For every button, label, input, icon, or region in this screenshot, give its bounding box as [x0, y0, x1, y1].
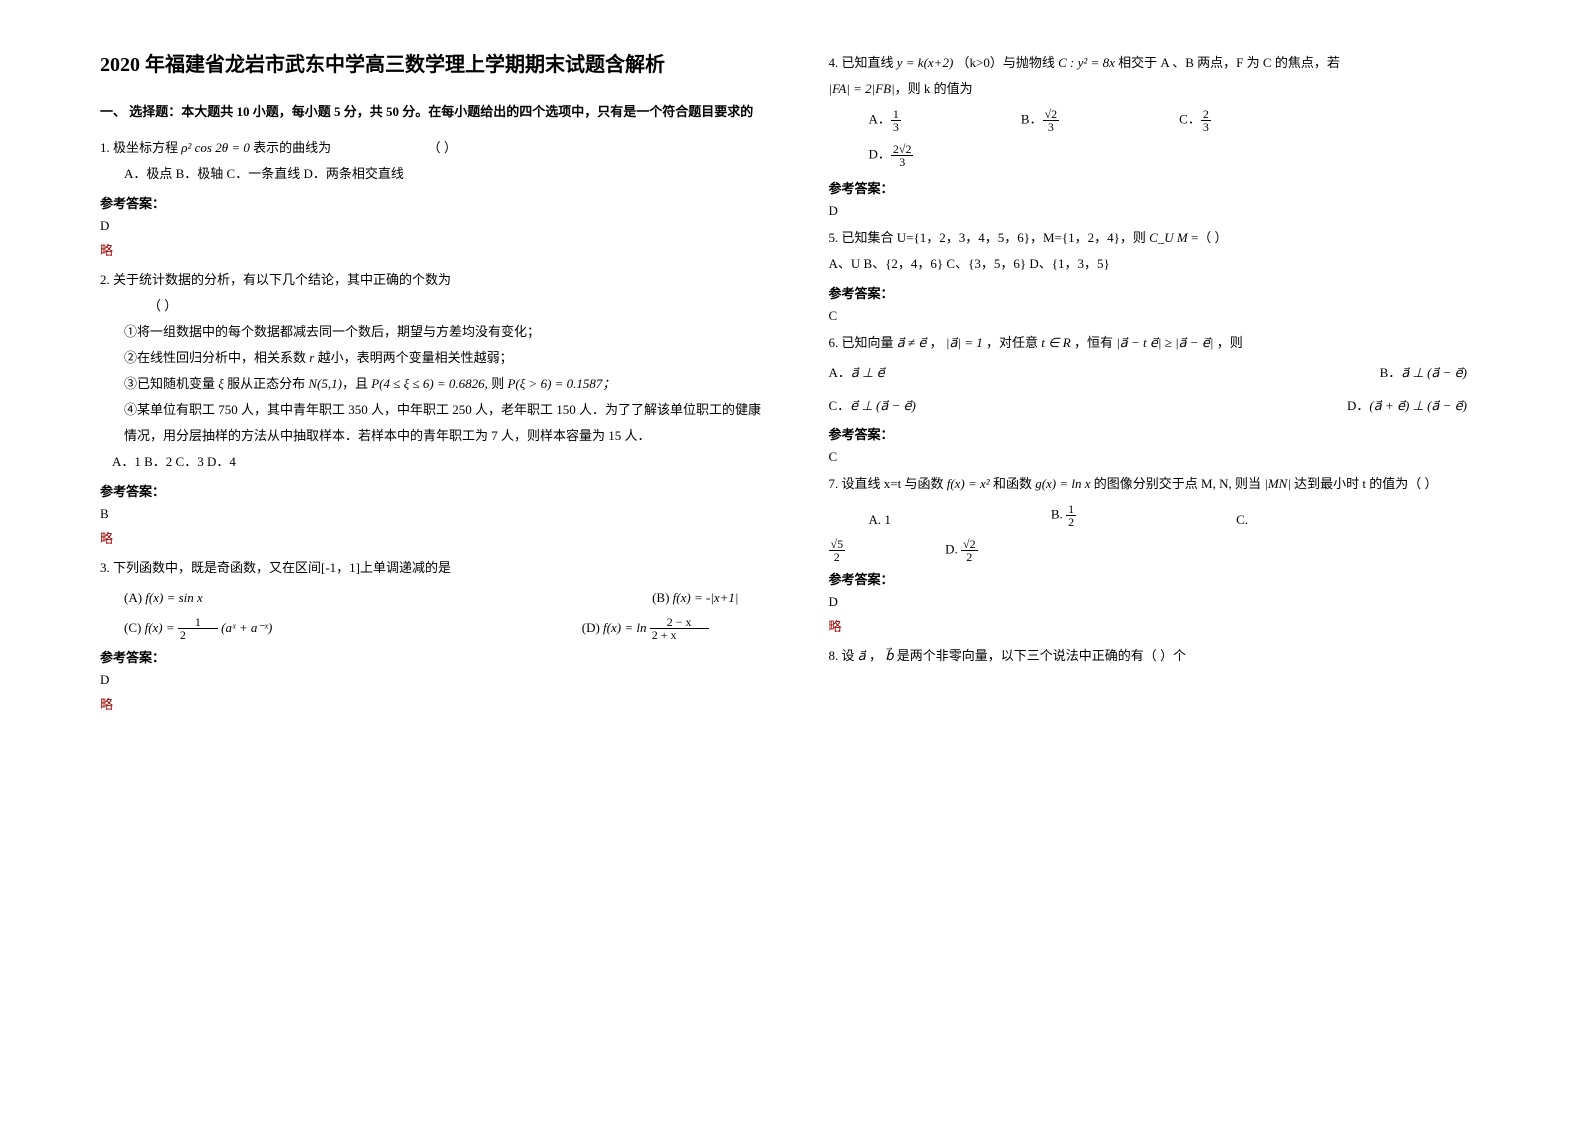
q4-answer: D: [829, 203, 1498, 219]
q3-note: 略: [100, 694, 769, 713]
q6-answer-label: 参考答案：: [829, 424, 1498, 443]
q6-optB: B．a⃗ ⊥ (a⃗ − e⃗): [1380, 362, 1467, 381]
q7-answer-label: 参考答案：: [829, 569, 1498, 588]
q4-answer-label: 参考答案：: [829, 178, 1498, 197]
q7-optC: √52: [829, 538, 846, 563]
question-3: 3. 下列函数中，既是奇函数，又在区间[-1，1]上单调递减的是 (A) f(x…: [100, 555, 769, 642]
q5-answer: C: [829, 308, 1498, 324]
q1-stem-suffix: 表示的曲线为: [253, 140, 331, 155]
q2-s2: ②在线性回归分析中，相关系数 r 越小，表明两个变量相关性越弱；: [100, 345, 769, 371]
q2-paren: （ ）: [100, 293, 769, 319]
q6-row1: A．a⃗ ⊥ e⃗ B．a⃗ ⊥ (a⃗ − e⃗): [829, 362, 1498, 381]
q7-optA: A. 1: [869, 512, 891, 528]
q7-optD: D. √22: [945, 538, 977, 563]
q1-note: 略: [100, 240, 769, 259]
q7-row1: A. 1 B. 12 C.: [869, 503, 1498, 528]
q2-answer-label: 参考答案：: [100, 481, 769, 500]
q5-options: A、U B、{2，4，6} C、{3，5，6} D、{1，3，5}: [829, 251, 1498, 277]
q2-s1: ①将一组数据中的每个数据都减去同一个数后，期望与方差均没有变化；: [100, 319, 769, 345]
q3-optC: (C) f(x) = 12 (aˣ + a⁻ˣ): [124, 615, 272, 642]
q3-answer-label: 参考答案：: [100, 647, 769, 666]
q3-stem: 3. 下列函数中，既是奇函数，又在区间[-1，1]上单调递减的是: [100, 555, 769, 581]
q1-options: A．极点 B．极轴 C．一条直线 D．两条相交直线: [100, 161, 769, 187]
q2-answer: B: [100, 506, 769, 522]
q3-optA: (A) f(x) = sin x: [124, 585, 203, 611]
q4-optD: D．2√23: [869, 143, 914, 168]
q7-note: 略: [829, 616, 1498, 635]
q6-answer: C: [829, 449, 1498, 465]
q3-row1: (A) f(x) = sin x (B) f(x) = -|x+1|: [124, 585, 769, 611]
question-1: 1. 极坐标方程 ρ² cos 2θ = 0 表示的曲线为 （ ） A．极点 B…: [100, 135, 769, 187]
question-2: 2. 关于统计数据的分析，有以下几个结论，其中正确的个数为 （ ） ①将一组数据…: [100, 267, 769, 475]
left-column: 2020 年福建省龙岩市武东中学高三数学理上学期期末试题含解析 一、 选择题：本…: [100, 50, 769, 721]
question-7: 7. 设直线 x=t 与函数 f(x) = x² 和函数 g(x) = ln x…: [829, 471, 1498, 497]
q3-answer: D: [100, 672, 769, 688]
q5-answer-label: 参考答案：: [829, 283, 1498, 302]
q1-formula: ρ² cos 2θ = 0: [181, 140, 250, 155]
q3-row2: (C) f(x) = 12 (aˣ + a⁻ˣ) (D) f(x) = ln 2…: [124, 615, 769, 642]
right-column: 4. 已知直线 y = k(x+2) （k>0）与抛物线 C : y² = 8x…: [829, 50, 1498, 721]
q4-optB: B．√23: [1021, 108, 1059, 133]
q2-note: 略: [100, 528, 769, 547]
q7-optB: B. 12: [1051, 503, 1076, 528]
question-6: 6. 已知向量 a⃗ ≠ e⃗ ， |a⃗| = 1 ，对任意 t ∈ R ，恒…: [829, 330, 1498, 356]
q7-optC-label: C.: [1236, 512, 1248, 528]
q7-answer: D: [829, 594, 1498, 610]
question-5: 5. 已知集合 U={1，2，3，4，5，6}，M={1，2，4}，则 C_U …: [829, 225, 1498, 277]
q3-optD: (D) f(x) = ln 2 − x2 + x: [582, 615, 739, 642]
q6-optD: D．(a⃗ + e⃗) ⊥ (a⃗ − e⃗): [1347, 395, 1467, 414]
q1-paren: （ ）: [428, 140, 457, 155]
q1-answer: D: [100, 218, 769, 234]
section-1-head: 一、 选择题：本大题共 10 小题，每小题 5 分，共 50 分。在每小题给出的…: [100, 102, 769, 123]
q6-row2: C．e⃗ ⊥ (a⃗ − e⃗) D．(a⃗ + e⃗) ⊥ (a⃗ − e⃗): [829, 395, 1498, 414]
document-title: 2020 年福建省龙岩市武东中学高三数学理上学期期末试题含解析: [100, 50, 769, 80]
q2-s4: ④某单位有职工 750 人，其中青年职工 350 人，中年职工 250 人，老年…: [100, 397, 769, 449]
q2-s3: ③已知随机变量 ξ 服从正态分布 N(5,1)，且 P(4 ≤ ξ ≤ 6) =…: [100, 371, 769, 397]
q1-answer-label: 参考答案：: [100, 193, 769, 212]
q4-optA: A．13: [869, 108, 901, 133]
q7-row2: √52 D. √22: [829, 538, 1498, 563]
q4-options-row2: D．2√23: [869, 143, 1498, 168]
q4-optC: C．23: [1179, 108, 1211, 133]
q2-options: A．1 B．2 C．3 D．4: [100, 449, 769, 475]
q3-optB: (B) f(x) = -|x+1|: [652, 585, 738, 611]
question-8: 8. 设 a⃗ ， b⃗ 是两个非零向量，以下三个说法中正确的有（ ）个: [829, 643, 1498, 669]
q6-optA: A．a⃗ ⊥ e⃗: [829, 362, 885, 381]
question-4: 4. 已知直线 y = k(x+2) （k>0）与抛物线 C : y² = 8x…: [829, 50, 1498, 102]
page: 2020 年福建省龙岩市武东中学高三数学理上学期期末试题含解析 一、 选择题：本…: [0, 0, 1587, 741]
q2-stem: 2. 关于统计数据的分析，有以下几个结论，其中正确的个数为: [100, 267, 769, 293]
q1-stem-prefix: 1. 极坐标方程: [100, 140, 178, 155]
q4-options-row1: A．13 B．√23 C．23: [869, 108, 1498, 133]
q6-optC: C．e⃗ ⊥ (a⃗ − e⃗): [829, 395, 916, 414]
